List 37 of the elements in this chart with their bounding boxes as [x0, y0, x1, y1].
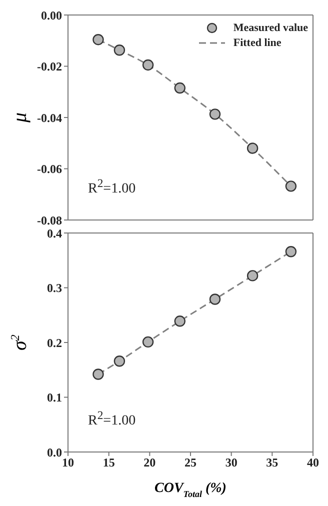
- point: [92, 368, 104, 380]
- point: [285, 246, 297, 258]
- point: [209, 108, 221, 120]
- point: [114, 356, 126, 367]
- x-tick-label: 20: [144, 456, 156, 470]
- y-tick-label: -0.06: [37, 162, 62, 176]
- x-tick-label: 40: [307, 456, 319, 470]
- annotation: R$^{2}$=1.00: [88, 409, 136, 430]
- x-tick-label: 35: [266, 456, 278, 470]
- x-tick-label: 30: [225, 456, 238, 470]
- y-tick-label: 0.0: [47, 445, 62, 460]
- point: [114, 44, 126, 56]
- x-tick-label: 15: [102, 456, 115, 470]
- y-tick-label: -0.08: [37, 213, 62, 228]
- point: [174, 82, 186, 94]
- point: [246, 270, 258, 282]
- x-tick-label: 10: [62, 456, 74, 470]
- y-tick-label: 0.4: [47, 226, 62, 240]
- point: [209, 294, 221, 305]
- x-tick-label: 25: [184, 456, 196, 470]
- point: [142, 336, 154, 348]
- point: [142, 59, 154, 71]
- point: [246, 142, 258, 154]
- y-tick-label: 0.00: [41, 8, 62, 22]
- legend-label: Measured value: [233, 22, 308, 34]
- legend-label: Fitted line: [233, 36, 282, 48]
- y-tick-label: 0.2: [47, 336, 62, 350]
- y-tick-label: -0.02: [37, 60, 62, 74]
- x-axis-title: COV$_{Total}$ (%): [154, 481, 226, 499]
- point: [92, 34, 104, 46]
- annotation: R$^{2}$=1.00: [88, 177, 136, 198]
- y-tick-label: 0.1: [47, 390, 62, 405]
- y-tick-label: -0.04: [37, 110, 62, 125]
- point: [174, 316, 186, 327]
- point: [285, 180, 297, 192]
- y-axis-title: μ: [9, 112, 31, 124]
- y-tick-label: 0.3: [47, 281, 62, 296]
